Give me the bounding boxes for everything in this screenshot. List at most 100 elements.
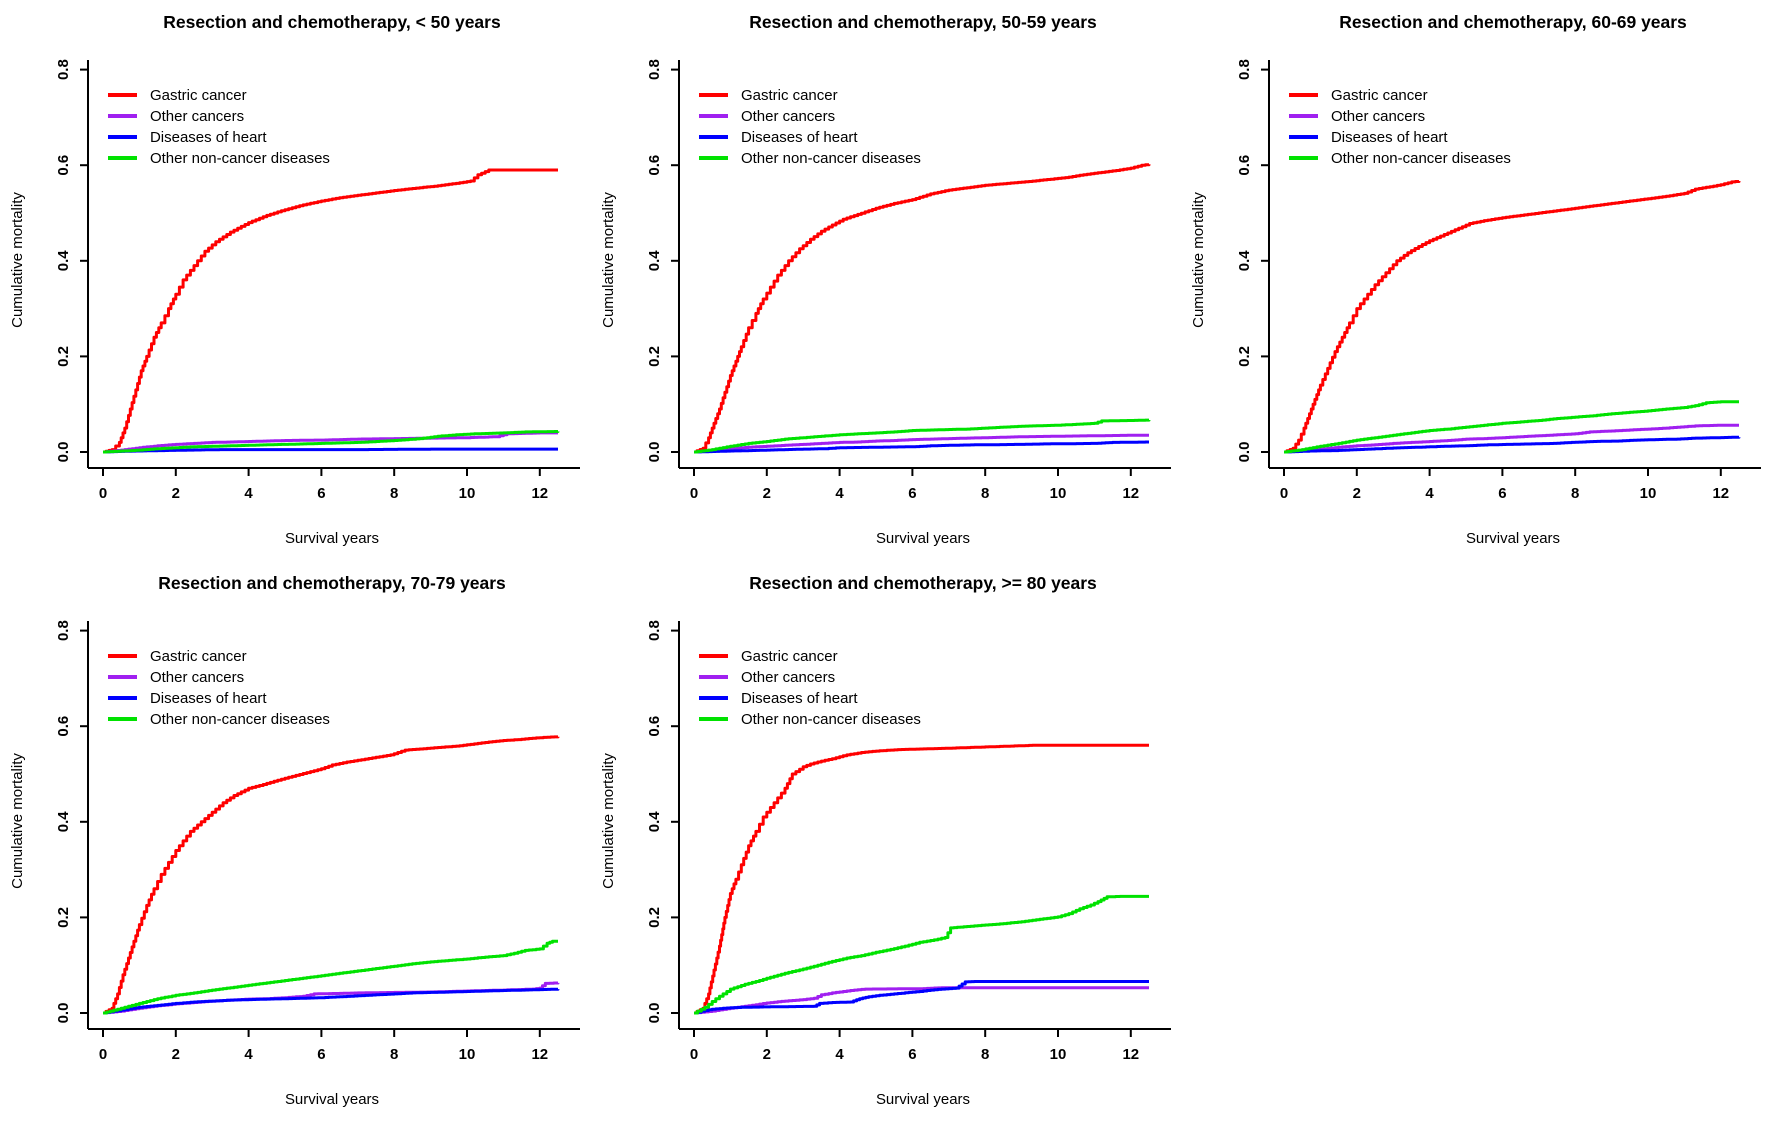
y-axis-title: Cumulative mortality [600,753,617,889]
series-line-gastric-cancer [102,168,558,454]
x-axis-title: Survival years [285,530,379,547]
series-line-diseases-of-heart [693,979,1149,1015]
panel-resection-and-chemotherapy-70-79-years: Resection and chemotherapy, 70-79 years 0… [0,561,591,1122]
series-line-other-cancers [693,433,1149,454]
legend-label-gastric-cancer: Gastric cancer [150,648,247,665]
x-tick-label: 0 [99,485,107,502]
series-line-diseases-of-heart [102,447,558,454]
y-tick-label: 0.6 [646,716,663,737]
chart-title: Resection and chemotherapy, 50-59 years [749,12,1097,32]
y-tick-label: 0.0 [646,442,663,463]
x-tick-label: 6 [1499,485,1507,502]
y-tick-label: 0.2 [55,907,72,928]
x-tick-label: 6 [908,1046,916,1063]
chart-title: Resection and chemotherapy, < 50 years [163,12,500,32]
y-axis-title: Cumulative mortality [1190,192,1207,328]
legend-label-diseases-of-heart: Diseases of heart [1331,129,1448,146]
x-tick-label: 8 [1571,485,1579,502]
y-tick-label: 0.8 [646,620,663,641]
x-tick-label: 8 [390,485,398,502]
x-tick-label: 2 [1353,485,1361,502]
series-line-other-cancers [1284,423,1740,454]
y-axis-title: Cumulative mortality [9,192,26,328]
series-line-gastric-cancer [1284,180,1741,454]
x-tick-label: 8 [981,485,989,502]
x-tick-label: 6 [908,485,916,502]
chart-title: Resection and chemotherapy, >= 80 years [749,573,1097,593]
x-tick-label: 12 [531,1046,548,1063]
y-tick-label: 0.6 [55,155,72,176]
y-tick-label: 0.4 [646,250,663,271]
panel-resection-and-chemotherapy-60-69-years: Resection and chemotherapy, 60-69 years 0… [1181,0,1772,561]
legend-label-diseases-of-heart: Diseases of heart [150,690,267,707]
x-tick-label: 10 [1049,485,1066,502]
y-tick-label: 0.0 [1236,442,1253,463]
legend-label-other-non-cancer-diseases: Other non-cancer diseases [741,711,921,728]
y-axis-title: Cumulative mortality [600,192,617,328]
series-line-diseases-of-heart [1284,435,1741,454]
y-tick-label: 0.6 [646,155,663,176]
x-tick-label: 4 [835,485,844,502]
y-tick-label: 0.0 [55,1003,72,1024]
x-axis-title: Survival years [285,1091,379,1108]
y-tick-label: 0.2 [646,346,663,367]
x-tick-label: 4 [1426,485,1435,502]
x-tick-label: 12 [531,485,548,502]
chart-1: Resection and chemotherapy, < 50 years 0 2… [9,12,580,547]
y-tick-label: 0.0 [55,442,72,463]
legend-label-other-non-cancer-diseases: Other non-cancer diseases [1331,150,1511,167]
x-tick-label: 12 [1713,485,1730,502]
series-line-other-non-cancer-diseases [693,894,1149,1015]
legend-label-other-cancers: Other cancers [150,108,244,125]
x-tick-label: 8 [390,1046,398,1063]
y-tick-label: 0.8 [55,59,72,80]
x-tick-label: 12 [1122,485,1139,502]
series-line-diseases-of-heart [102,987,560,1015]
series-line-gastric-cancer [102,735,560,1015]
legend-label-diseases-of-heart: Diseases of heart [741,690,858,707]
x-axis-title: Survival years [876,1091,970,1108]
y-tick-label: 0.6 [1236,155,1253,176]
y-tick-label: 0.2 [646,907,663,928]
x-tick-label: 2 [762,1046,770,1063]
x-tick-label: 4 [244,485,253,502]
y-tick-label: 0.4 [55,250,72,271]
chart-4: Resection and chemotherapy, 70-79 years 0… [9,573,580,1108]
x-tick-label: 2 [172,1046,180,1063]
series-line-other-non-cancer-diseases [102,939,558,1015]
x-tick-label: 4 [835,1046,844,1063]
x-tick-label: 12 [1122,1046,1139,1063]
legend-label-other-non-cancer-diseases: Other non-cancer diseases [150,711,330,728]
x-tick-label: 10 [1640,485,1657,502]
series-line-other-cancers [102,431,558,454]
panel-resection-and-chemotherapy-50-years: Resection and chemotherapy, < 50 years 0 2… [0,0,591,561]
legend-label-other-cancers: Other cancers [741,108,835,125]
legend-label-other-cancers: Other cancers [150,669,244,686]
legend-label-gastric-cancer: Gastric cancer [741,87,838,104]
y-tick-label: 0.8 [1236,59,1253,80]
series-line-diseases-of-heart [693,440,1149,454]
series-line-gastric-cancer [693,743,1149,1015]
x-tick-label: 8 [981,1046,989,1063]
legend-label-gastric-cancer: Gastric cancer [741,648,838,665]
y-tick-label: 0.8 [646,59,663,80]
legend-label-gastric-cancer: Gastric cancer [1331,87,1428,104]
y-tick-label: 0.6 [55,716,72,737]
x-tick-label: 0 [1280,485,1288,502]
x-tick-label: 6 [317,485,325,502]
chart-5: Resection and chemotherapy, >= 80 years 0… [600,573,1171,1108]
series-line-other-non-cancer-diseases [102,429,560,454]
series-line-gastric-cancer [693,163,1151,454]
series-line-other-non-cancer-diseases [693,418,1151,454]
x-tick-label: 10 [459,1046,476,1063]
y-tick-label: 0.0 [646,1003,663,1024]
legend-label-diseases-of-heart: Diseases of heart [741,129,858,146]
x-axis-title: Survival years [1466,530,1560,547]
x-tick-label: 6 [317,1046,325,1063]
x-tick-label: 10 [1049,1046,1066,1063]
legend-label-other-cancers: Other cancers [741,669,835,686]
x-tick-label: 4 [244,1046,253,1063]
y-tick-label: 0.2 [55,346,72,367]
chart-title: Resection and chemotherapy, 70-79 years [158,573,506,593]
